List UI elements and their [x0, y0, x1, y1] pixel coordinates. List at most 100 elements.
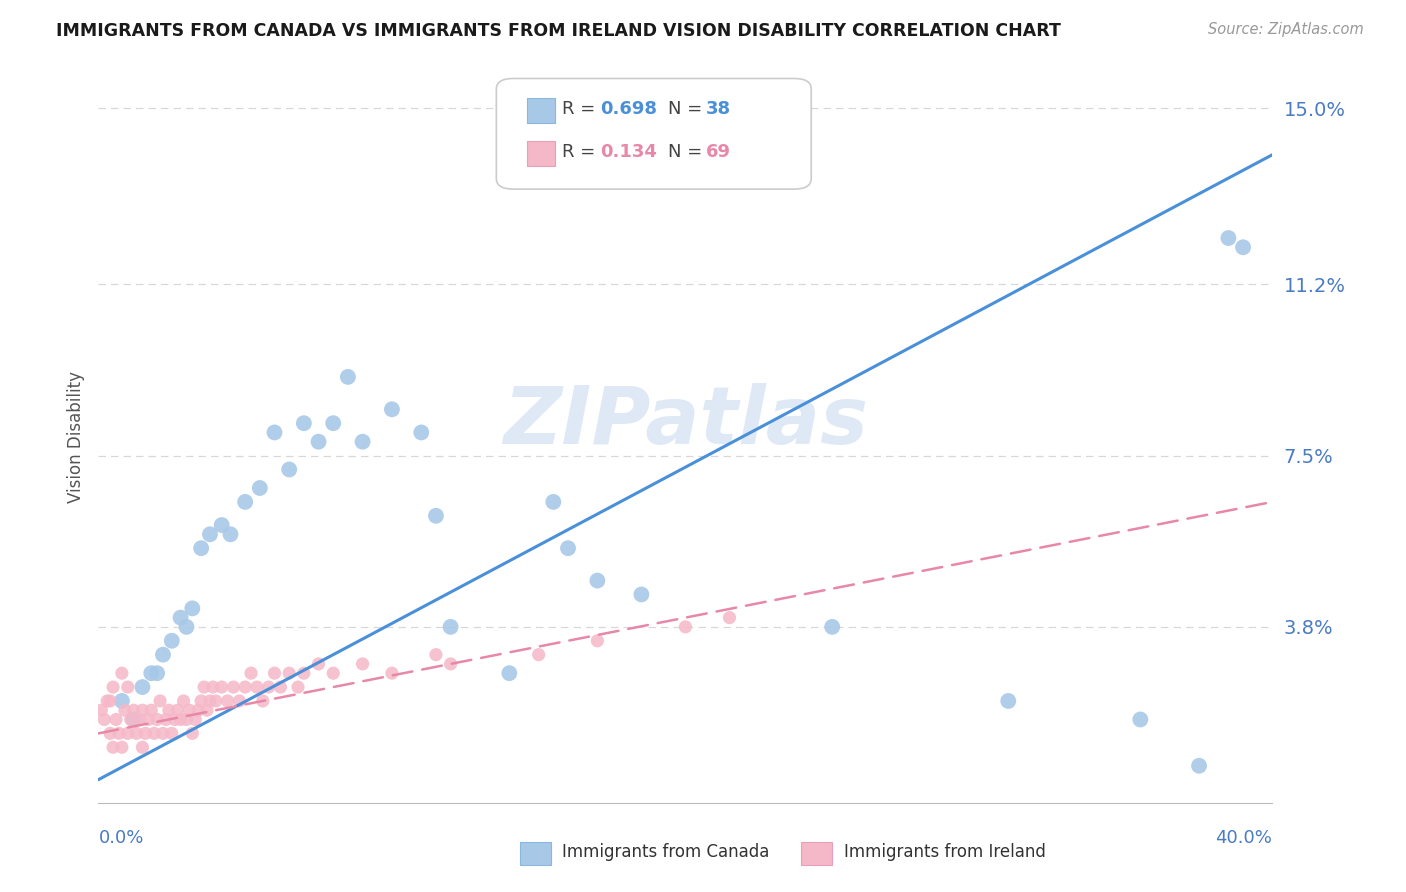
Point: [527, 648, 550, 662]
Point: [586, 633, 609, 648]
Point: [439, 657, 461, 671]
Point: [134, 726, 156, 740]
Point: [198, 527, 221, 541]
Point: [263, 666, 285, 681]
Point: [152, 648, 174, 662]
Point: [122, 713, 145, 727]
Point: [136, 713, 159, 727]
Point: [146, 666, 169, 681]
Point: [190, 694, 212, 708]
Text: ZIPatlas: ZIPatlas: [503, 384, 868, 461]
Point: [143, 726, 166, 740]
Point: [308, 657, 330, 671]
Point: [176, 713, 198, 727]
Point: [198, 694, 221, 708]
Point: [1129, 713, 1152, 727]
Point: [381, 402, 404, 417]
Point: [169, 713, 191, 727]
Point: [278, 462, 301, 476]
Point: [105, 713, 128, 727]
Point: [336, 370, 359, 384]
Text: N =: N =: [668, 101, 707, 119]
Point: [249, 481, 271, 495]
Point: [193, 680, 215, 694]
Point: [98, 694, 121, 708]
Point: [117, 726, 139, 740]
Point: [257, 680, 280, 694]
Text: 69: 69: [706, 144, 731, 161]
Point: [292, 416, 315, 430]
Point: [233, 495, 256, 509]
Point: [543, 495, 565, 509]
Point: [141, 703, 163, 717]
Point: [117, 680, 139, 694]
Point: [98, 726, 121, 740]
Point: [278, 666, 301, 681]
Point: [997, 694, 1019, 708]
Point: [131, 680, 153, 694]
Point: [381, 666, 404, 681]
Point: [131, 740, 153, 755]
Text: IMMIGRANTS FROM CANADA VS IMMIGRANTS FROM IRELAND VISION DISABILITY CORRELATION : IMMIGRANTS FROM CANADA VS IMMIGRANTS FRO…: [56, 22, 1062, 40]
Point: [190, 541, 212, 556]
Text: Immigrants from Ireland: Immigrants from Ireland: [844, 843, 1046, 861]
Point: [184, 713, 207, 727]
Point: [308, 434, 330, 449]
Point: [101, 680, 124, 694]
Point: [128, 713, 150, 727]
Point: [322, 416, 344, 430]
Point: [122, 703, 145, 717]
Point: [211, 518, 233, 533]
Point: [111, 694, 134, 708]
Point: [586, 574, 609, 588]
Point: [101, 740, 124, 755]
Point: [211, 680, 233, 694]
Text: 0.698: 0.698: [600, 101, 658, 119]
Point: [141, 666, 163, 681]
Point: [108, 726, 131, 740]
Point: [176, 620, 198, 634]
Point: [352, 657, 374, 671]
Point: [90, 703, 112, 717]
Point: [287, 680, 309, 694]
Point: [160, 633, 183, 648]
Text: 0.0%: 0.0%: [98, 829, 143, 847]
Point: [718, 610, 741, 624]
Point: [411, 425, 433, 440]
Point: [219, 527, 242, 541]
Text: Source: ZipAtlas.com: Source: ZipAtlas.com: [1208, 22, 1364, 37]
Point: [169, 610, 191, 624]
Point: [146, 713, 169, 727]
Point: [166, 703, 188, 717]
Point: [201, 680, 224, 694]
Point: [163, 713, 186, 727]
Point: [439, 620, 461, 634]
Point: [111, 666, 134, 681]
Point: [498, 666, 520, 681]
Point: [228, 694, 250, 708]
Point: [222, 680, 245, 694]
Point: [160, 726, 183, 740]
Point: [179, 703, 201, 717]
Point: [181, 601, 204, 615]
Text: R =: R =: [562, 101, 602, 119]
Point: [181, 726, 204, 740]
Point: [1232, 240, 1254, 254]
Point: [96, 694, 118, 708]
Point: [233, 680, 256, 694]
Text: N =: N =: [668, 144, 707, 161]
Point: [425, 508, 447, 523]
Point: [1218, 231, 1240, 245]
Text: 40.0%: 40.0%: [1216, 829, 1272, 847]
Point: [120, 713, 142, 727]
Point: [157, 703, 180, 717]
Point: [630, 587, 652, 601]
Point: [155, 713, 177, 727]
Point: [217, 694, 239, 708]
Point: [292, 666, 315, 681]
Point: [149, 694, 172, 708]
Point: [675, 620, 697, 634]
Point: [246, 680, 269, 694]
Point: [111, 740, 134, 755]
Point: [187, 703, 209, 717]
